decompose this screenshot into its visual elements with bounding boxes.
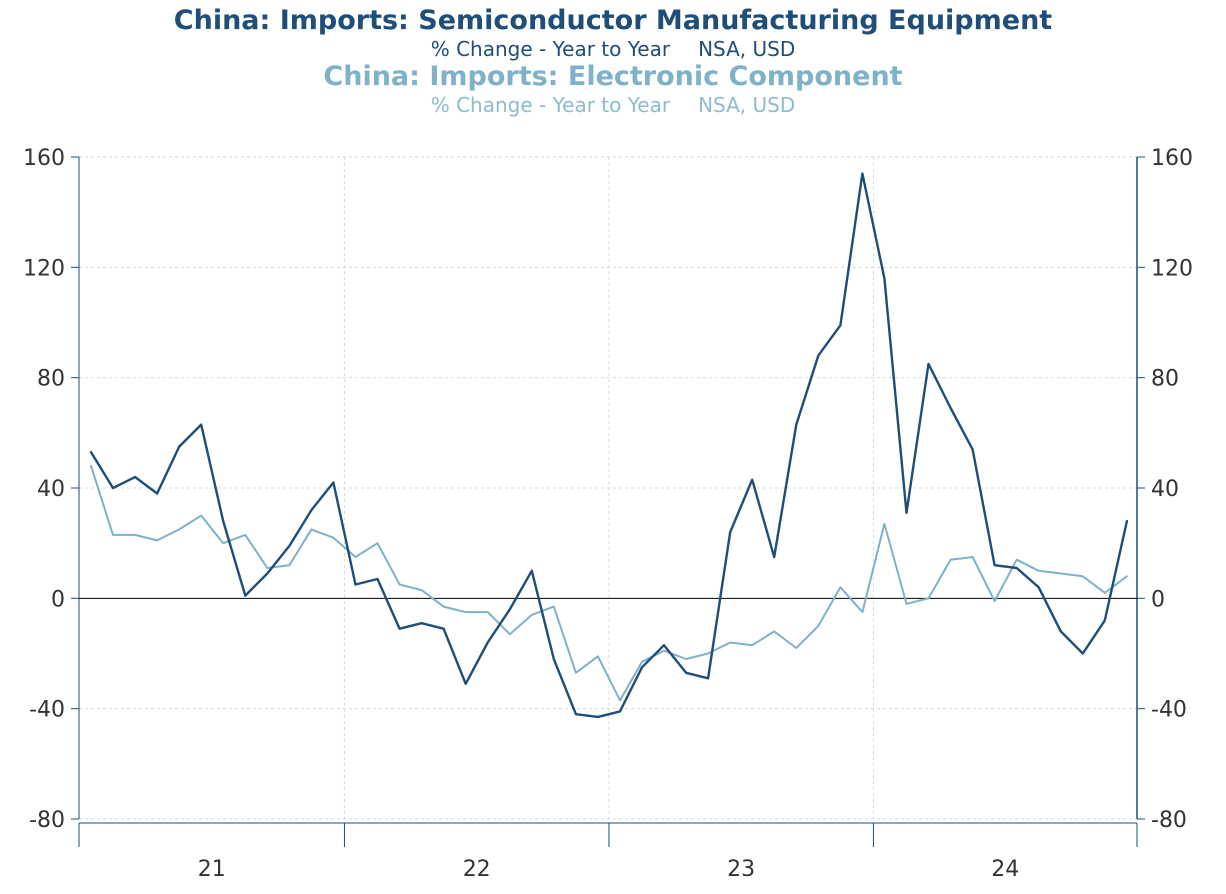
y-tick-label-right: -80	[1151, 808, 1187, 833]
series1-subtitle: % Change - Year to Year NSA, USD	[0, 38, 1226, 60]
y-tick-label-right: -40	[1151, 698, 1187, 723]
series2-title: China: Imports: Electronic Component	[323, 61, 903, 92]
series1-title: China: Imports: Semiconductor Manufactur…	[173, 5, 1053, 36]
series2-subtitle: % Change - Year to Year NSA, USD	[0, 94, 1226, 116]
y-tick-label-right: 0	[1151, 587, 1165, 612]
y-tick-label-right: 120	[1151, 256, 1193, 281]
y-tick-label-left: 0	[51, 587, 65, 612]
axes	[71, 156, 1145, 847]
y-tick-label-right: 40	[1151, 477, 1179, 502]
x-tick-label: 24	[991, 857, 1019, 882]
series1-source: NSA, USD	[698, 37, 796, 61]
y-tick-label-left: 160	[23, 146, 65, 171]
gridlines	[79, 156, 1137, 820]
x-tick-label: 21	[198, 857, 226, 882]
y-tick-label-left: 80	[37, 367, 65, 392]
tick-labels: -80 -80 -40 -40 0 0 40 40 80 80 120 120 160 160 21 22 23…	[23, 146, 1193, 882]
x-tick-label: 23	[727, 857, 755, 882]
y-tick-label-left: -40	[29, 698, 65, 723]
series2-source: NSA, USD	[698, 93, 796, 117]
series1-units: % Change - Year to Year	[430, 37, 671, 61]
chart-titles: China: Imports: Semiconductor Manufactur…	[0, 4, 1226, 116]
y-tick-label-right: 80	[1151, 367, 1179, 392]
y-tick-label-left: 120	[23, 256, 65, 281]
y-tick-label-right: 160	[1151, 146, 1193, 171]
series-line-1	[89, 172, 1129, 719]
series-lines	[89, 172, 1129, 719]
series2-units: % Change - Year to Year	[430, 93, 671, 117]
y-tick-label-left: -80	[29, 808, 65, 833]
x-tick-label: 22	[463, 857, 491, 882]
y-tick-label-left: 40	[37, 477, 65, 502]
series-line-2	[90, 464, 1128, 702]
